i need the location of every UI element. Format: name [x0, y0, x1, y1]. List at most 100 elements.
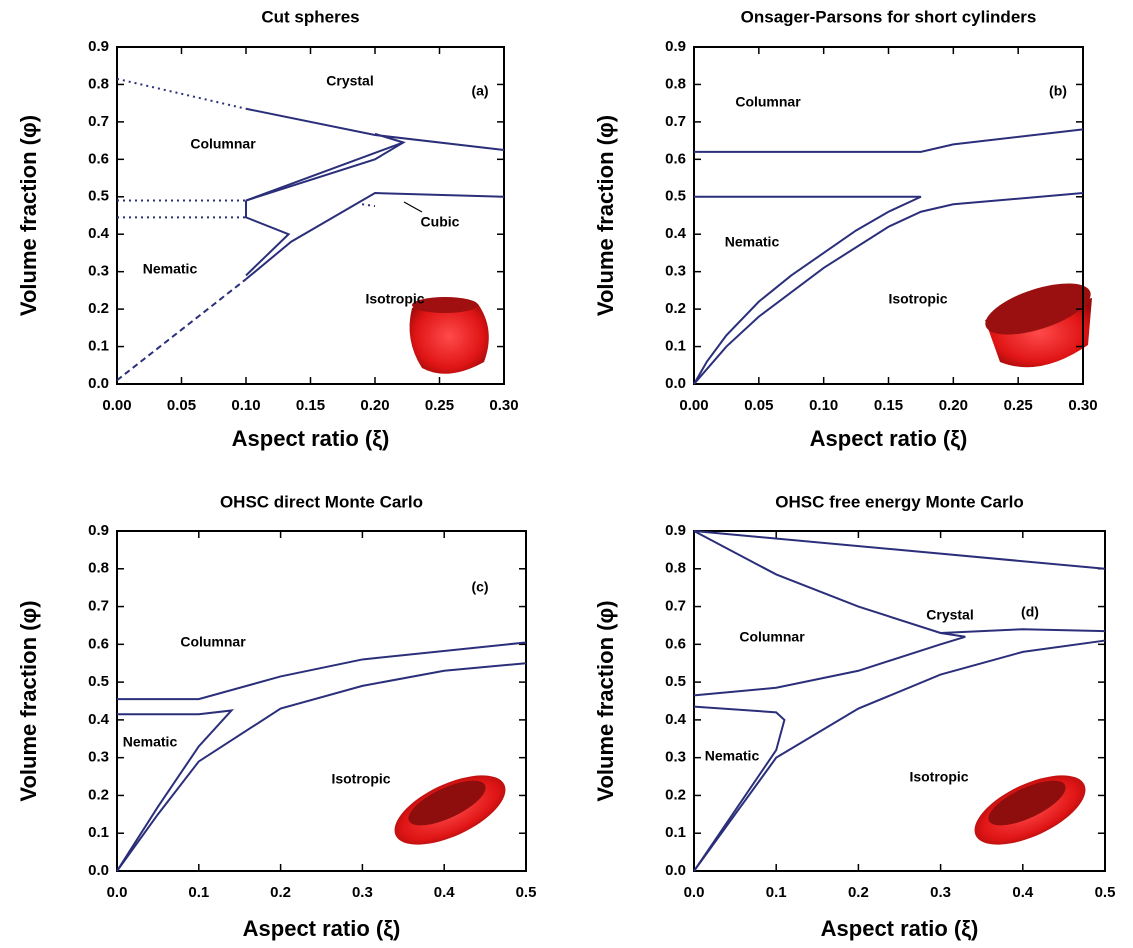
phase-boundary	[116, 278, 247, 382]
y-tick-label: 0.0	[88, 375, 109, 392]
x-tick-label: 0.30	[1068, 397, 1097, 414]
y-tick-label: 0.7	[88, 113, 109, 130]
plot-frame	[693, 46, 1084, 385]
y-tick-label: 0.1	[88, 824, 109, 841]
y-tick-label: 0.7	[665, 113, 686, 130]
y-tick-label: 0.8	[88, 75, 109, 92]
phase-boundary	[116, 709, 235, 872]
x-tick-label: 0.1	[188, 884, 209, 901]
plot-frame	[693, 530, 1106, 872]
chart-title: Onsager-Parsons for short cylinders	[741, 7, 1037, 26]
region-label: Columnar	[180, 634, 246, 650]
x-tick-label: 0.2	[848, 884, 869, 901]
x-tick-label: 0.05	[167, 397, 196, 414]
x-tick-label: 0.0	[684, 884, 705, 901]
phase-boundary	[245, 107, 505, 151]
region-label: Crystal	[326, 73, 373, 89]
y-tick-label: 0.3	[665, 749, 686, 766]
region-label: Isotropic	[365, 291, 424, 307]
y-axis-label: Volume fraction (φ)	[593, 115, 618, 316]
region-label: Isotropic	[331, 771, 390, 787]
y-tick-label: 0.0	[88, 862, 109, 879]
phase-boundary	[245, 192, 505, 280]
particle-illustration	[409, 297, 489, 374]
y-axis-label: Volume fraction (φ)	[593, 600, 618, 801]
phase-boundary	[245, 132, 406, 202]
y-tick-label: 0.8	[88, 560, 109, 577]
y-tick-label: 0.5	[88, 673, 109, 690]
phase-boundary	[693, 530, 966, 697]
phase-boundary	[116, 662, 527, 872]
region-label: Nematic	[705, 748, 760, 764]
x-tick-label: 0.4	[434, 884, 456, 901]
x-tick-label: 0.3	[352, 884, 373, 901]
phase-boundary	[116, 77, 247, 110]
phase-boundary	[245, 200, 291, 277]
x-tick-label: 0.0	[107, 884, 128, 901]
y-tick-label: 0.6	[88, 150, 109, 167]
y-tick-label: 0.4	[665, 225, 687, 242]
x-axis-label: Aspect ratio (ξ)	[232, 426, 390, 451]
particle-illustration	[974, 775, 1086, 845]
y-tick-label: 0.9	[665, 38, 686, 55]
x-tick-label: 0.15	[874, 397, 903, 414]
y-tick-label: 0.9	[88, 38, 109, 55]
y-tick-label: 0.1	[88, 338, 109, 355]
phase-boundary	[693, 192, 1084, 385]
phase-boundary	[693, 195, 922, 385]
phase-boundary	[245, 141, 404, 202]
particle-illustration	[985, 283, 1092, 368]
y-tick-label: 0.3	[665, 263, 686, 280]
x-axis-label: Aspect ratio (ξ)	[810, 426, 968, 451]
y-tick-label: 0.6	[88, 635, 109, 652]
region-label: Columnar	[739, 629, 805, 645]
x-tick-label: 0.25	[1004, 397, 1033, 414]
region-label: (a)	[471, 83, 488, 99]
x-tick-label: 0.20	[939, 397, 968, 414]
y-tick-label: 0.7	[665, 598, 686, 615]
y-tick-label: 0.3	[88, 749, 109, 766]
y-tick-label: 0.1	[665, 824, 686, 841]
phase-boundary	[361, 203, 376, 208]
y-tick-label: 0.5	[665, 673, 686, 690]
x-tick-label: 0.25	[425, 397, 454, 414]
x-tick-label: 0.1	[766, 884, 787, 901]
y-tick-label: 0.1	[665, 338, 686, 355]
region-label: Columnar	[735, 94, 801, 110]
x-tick-label: 0.00	[102, 397, 131, 414]
region-label: (c)	[471, 579, 488, 595]
x-tick-label: 0.10	[231, 397, 260, 414]
x-tick-label: 0.5	[516, 884, 537, 901]
x-tick-label: 0.05	[744, 397, 773, 414]
x-tick-label: 0.2	[270, 884, 291, 901]
phase-boundary	[117, 641, 527, 701]
y-axis-label: Volume fraction (φ)	[16, 600, 41, 801]
region-label: (b)	[1049, 83, 1067, 99]
y-axis-label: Volume fraction (φ)	[16, 115, 41, 316]
y-tick-label: 0.9	[88, 522, 109, 539]
y-tick-label: 0.5	[88, 188, 109, 205]
y-tick-label: 0.0	[665, 375, 686, 392]
y-tick-label: 0.5	[665, 188, 686, 205]
phase-boundary	[693, 639, 1106, 872]
y-tick-label: 0.4	[88, 225, 110, 242]
y-tick-label: 0.2	[665, 786, 686, 803]
x-tick-label: 0.3	[930, 884, 951, 901]
chart-title: Cut spheres	[261, 7, 359, 26]
y-tick-label: 0.9	[665, 522, 686, 539]
region-label: Isotropic	[909, 769, 968, 785]
region-label: (d)	[1021, 604, 1039, 620]
region-label: Isotropic	[888, 291, 947, 307]
phase-boundary	[694, 128, 1084, 153]
y-tick-label: 0.3	[88, 263, 109, 280]
region-label: Nematic	[143, 261, 198, 277]
chart-title: OHSC free energy Monte Carlo	[775, 492, 1023, 511]
x-tick-label: 0.30	[489, 397, 518, 414]
y-tick-label: 0.4	[665, 711, 687, 728]
x-tick-label: 0.5	[1095, 884, 1116, 901]
y-tick-label: 0.2	[88, 786, 109, 803]
x-tick-label: 0.00	[679, 397, 708, 414]
chart-title: OHSC direct Monte Carlo	[220, 492, 423, 511]
y-tick-label: 0.8	[665, 560, 686, 577]
